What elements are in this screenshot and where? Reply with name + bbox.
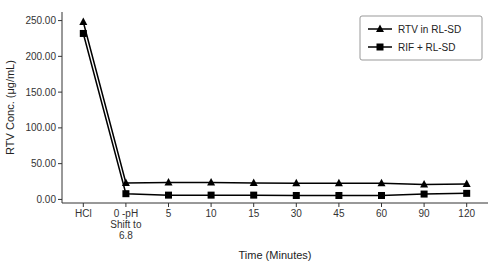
point-marker bbox=[378, 192, 385, 199]
y-tick bbox=[58, 20, 62, 21]
x-tick bbox=[168, 203, 169, 207]
y-tick bbox=[58, 163, 62, 164]
x-tick-label: 5 bbox=[166, 208, 172, 219]
chart: 0.00 50.00 100.00 150.00 200.00 250.00 HCl 0 -p… bbox=[0, 0, 500, 265]
y-tick-label: 250.00 bbox=[25, 15, 56, 26]
x-tick bbox=[338, 203, 339, 207]
point-marker bbox=[250, 178, 258, 186]
point-marker bbox=[79, 18, 87, 26]
x-tick-label: HCl bbox=[75, 208, 92, 219]
point-marker bbox=[80, 30, 87, 37]
point-marker bbox=[463, 180, 471, 188]
y-tick-label: 100.00 bbox=[25, 122, 56, 133]
point-marker bbox=[207, 178, 215, 186]
y-tick bbox=[58, 92, 62, 93]
point-marker bbox=[293, 192, 300, 199]
point-marker bbox=[165, 178, 173, 186]
x-tick bbox=[125, 203, 126, 207]
point-marker bbox=[122, 190, 129, 197]
y-tick-label: 0.00 bbox=[37, 194, 57, 205]
point-marker bbox=[335, 192, 342, 199]
legend-box bbox=[360, 16, 482, 60]
x-tick-label: 90 bbox=[419, 208, 431, 219]
point-marker bbox=[463, 190, 470, 197]
y-tick bbox=[58, 127, 62, 128]
series-line bbox=[83, 22, 466, 184]
x-tick-label: 60 bbox=[376, 208, 388, 219]
y-tick-label: 50.00 bbox=[31, 158, 56, 169]
y-tick-label: 150.00 bbox=[25, 87, 56, 98]
x-axis-label: Time (Minutes) bbox=[239, 249, 312, 261]
x-tick bbox=[381, 203, 382, 207]
y-axis-line bbox=[62, 12, 63, 203]
x-tick-label: 45 bbox=[333, 208, 345, 219]
legend-label: RTV in RL-SD bbox=[398, 24, 461, 35]
point-marker bbox=[420, 180, 428, 188]
x-tick-label: 15 bbox=[248, 208, 260, 219]
point-marker bbox=[421, 191, 428, 198]
plot-area bbox=[79, 18, 470, 199]
x-tick bbox=[296, 203, 297, 207]
y-tick bbox=[58, 199, 62, 200]
legend-marker bbox=[376, 25, 384, 33]
x-tick-label: 120 bbox=[458, 208, 475, 219]
x-tick bbox=[424, 203, 425, 207]
legend-label: RIF + RL-SD bbox=[398, 42, 456, 53]
legend-marker bbox=[377, 44, 384, 51]
point-marker bbox=[292, 179, 300, 187]
y-tick-label: 200.00 bbox=[25, 51, 56, 62]
x-tick bbox=[466, 203, 467, 207]
x-tick bbox=[253, 203, 254, 207]
y-axis-label: RTV Conc. (μg/mL) bbox=[4, 60, 16, 155]
legend: RTV in RL-SD RIF + RL-SD bbox=[360, 16, 482, 60]
x-tick-label: 30 bbox=[291, 208, 303, 219]
point-marker bbox=[250, 192, 257, 199]
point-marker bbox=[335, 179, 343, 187]
point-marker bbox=[165, 192, 172, 199]
y-tick bbox=[58, 56, 62, 57]
x-tick-label: 0 -pHShift to6.8 bbox=[110, 208, 142, 241]
x-tick-label: 10 bbox=[206, 208, 218, 219]
point-marker bbox=[378, 179, 386, 187]
x-tick bbox=[211, 203, 212, 207]
point-marker bbox=[208, 192, 215, 199]
x-tick bbox=[83, 203, 84, 207]
